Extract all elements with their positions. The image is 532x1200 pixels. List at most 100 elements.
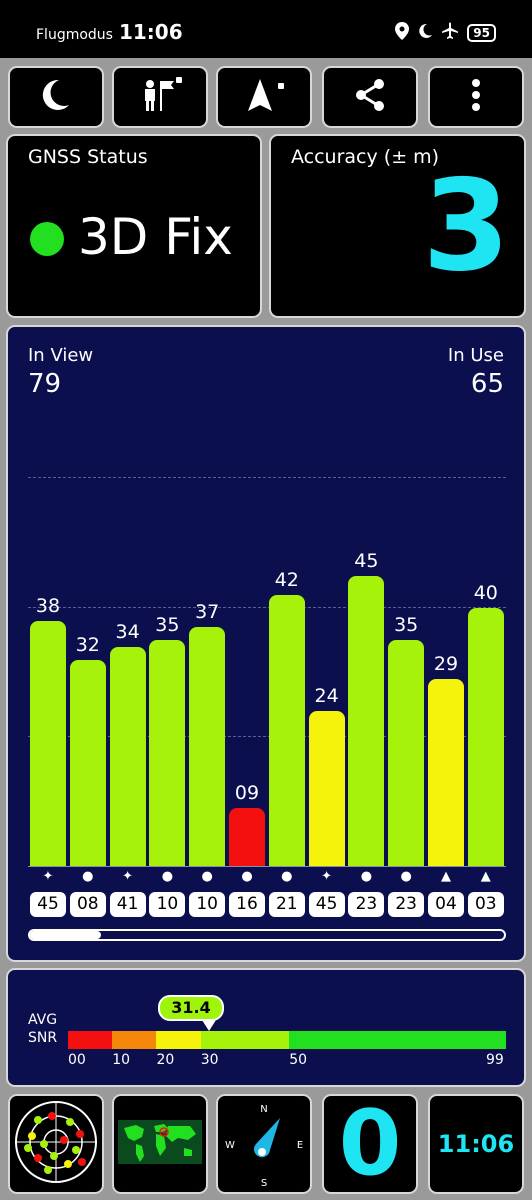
- snr-bar-label: 35: [394, 614, 419, 637]
- avg-snr-value: 31.4: [158, 995, 224, 1021]
- constellation-symbol: ●: [400, 869, 412, 884]
- clock-tile[interactable]: 11:06: [428, 1094, 524, 1194]
- moon-icon: [417, 23, 433, 43]
- avg-snr-pointer: [202, 1020, 216, 1031]
- fix-status-value: 3D Fix: [78, 208, 233, 266]
- compass-tile[interactable]: N E S W: [216, 1094, 312, 1194]
- snr-bar: [189, 627, 226, 866]
- snr-scale-segment: [156, 1031, 201, 1049]
- snr-bar-label: 42: [274, 569, 299, 592]
- snr-scale-segment: [200, 1031, 290, 1049]
- airplane-mode-label: Flugmodus: [36, 27, 113, 43]
- constellation-symbol: ▲: [441, 869, 451, 884]
- constellation-symbol: ●: [281, 869, 293, 884]
- snr-bar-label: 35: [155, 614, 180, 637]
- night-mode-button[interactable]: [8, 66, 104, 128]
- constellation-symbol: ●: [360, 869, 373, 884]
- satellite-chart-panel[interactable]: In View 79 In Use 65 38 ✦ 45 32 ● 08 34 ✦ 41 35 ● 1…: [6, 325, 526, 962]
- gnss-status-title: GNSS Status: [28, 146, 148, 168]
- avg-snr-panel: AVG SNR 00 10 20 30 50 99 31.4: [6, 968, 526, 1087]
- person-flag-icon: [138, 77, 182, 117]
- snr-bar: [30, 620, 66, 866]
- satellite-prn: 16: [229, 892, 265, 917]
- satellite-prn: 45: [30, 892, 66, 917]
- satellite-prn: 21: [268, 892, 305, 917]
- location-icon: [395, 22, 410, 44]
- snr-bar-label: 09: [234, 781, 260, 804]
- snr-bar-label: 24: [314, 685, 339, 708]
- snr-bar-label: 29: [433, 652, 459, 675]
- accuracy-title: Accuracy (± m): [291, 146, 440, 168]
- accuracy-panel[interactable]: Accuracy (± m) 3: [269, 134, 526, 318]
- grid-line: [28, 607, 506, 608]
- grid-line: [28, 477, 506, 478]
- snr-bar-label: 34: [115, 620, 140, 643]
- snr-bar: [308, 711, 345, 866]
- snr-bar: [428, 678, 464, 866]
- status-time: 11:06: [118, 20, 183, 44]
- snr-bar-label: 38: [35, 594, 61, 617]
- tracking-button[interactable]: [112, 66, 208, 128]
- constellation-symbol: ▲: [480, 869, 491, 884]
- scrollbar-thumb[interactable]: [30, 931, 102, 939]
- snr-label: SNR: [28, 1030, 58, 1046]
- world-map-tile[interactable]: [112, 1094, 208, 1194]
- constellation-symbol: ✦: [321, 869, 333, 884]
- chart-scrollbar[interactable]: [28, 929, 506, 941]
- in-use-label: In Use: [447, 345, 504, 366]
- accuracy-value: 3: [422, 152, 510, 299]
- share-icon: [354, 78, 386, 116]
- snr-bar: [149, 640, 186, 866]
- snr-bar-label: 32: [75, 633, 100, 656]
- constellation-symbol: ●: [241, 869, 253, 884]
- snr-scale-segment: [289, 1031, 506, 1049]
- satellite-prn: 10: [149, 892, 186, 917]
- compass-east: E: [297, 1140, 303, 1151]
- snr-bar-label: 40: [473, 582, 498, 604]
- constellation-symbol: ●: [161, 869, 174, 884]
- satellite-prn: 10: [189, 892, 226, 917]
- constellation-symbol: ●: [201, 869, 213, 884]
- satellite-prn: 03: [467, 892, 504, 917]
- satellite-prn: 45: [308, 892, 345, 917]
- menu-button[interactable]: [428, 66, 524, 128]
- snr-bar: [109, 646, 146, 866]
- navigation-button[interactable]: [216, 66, 312, 128]
- snr-bar: [268, 595, 305, 866]
- sky-plot-icon: [14, 1100, 98, 1188]
- speed-tile[interactable]: 0: [322, 1094, 418, 1194]
- satellite-prn: 41: [109, 892, 146, 917]
- share-button[interactable]: [322, 66, 418, 128]
- in-view-value: 79: [28, 369, 62, 399]
- chart-baseline: [28, 866, 506, 867]
- world-map-icon: [118, 1120, 202, 1168]
- constellation-symbol: ✦: [42, 869, 54, 884]
- snr-scale-segment: [68, 1031, 113, 1049]
- snr-bar: [69, 659, 106, 866]
- snr-bar: [388, 640, 425, 866]
- avg-label: AVG: [28, 1012, 58, 1028]
- compass-icon: N E S W: [225, 1104, 303, 1189]
- snr-scale-tick: 20: [156, 1052, 175, 1068]
- speed-value: 0: [338, 1091, 402, 1196]
- compass-west: W: [225, 1140, 235, 1151]
- navigation-arrow-icon: [242, 77, 286, 117]
- compass-north: N: [260, 1104, 267, 1115]
- more-vert-icon: [471, 79, 481, 115]
- satellite-prn: 08: [69, 892, 106, 917]
- gnss-status-panel[interactable]: GNSS Status 3D Fix: [6, 134, 262, 318]
- sky-view-tile[interactable]: [8, 1094, 104, 1194]
- snr-bar: [467, 608, 504, 866]
- snr-scale-tick: 30: [200, 1052, 219, 1068]
- satellite-prn: 04: [428, 892, 464, 917]
- status-bar: Flugmodus 11:06 95: [0, 0, 532, 58]
- snr-scale-segment: [112, 1031, 157, 1049]
- battery-icon: 95: [467, 24, 496, 42]
- grid-line: [28, 736, 506, 737]
- airplane-icon: [441, 22, 459, 44]
- satellite-prn: 23: [348, 892, 385, 917]
- snr-bar-label: 37: [195, 601, 220, 624]
- snr-bar-label: 45: [354, 549, 379, 572]
- snr-bar: [348, 575, 385, 866]
- compass-south: S: [261, 1178, 267, 1189]
